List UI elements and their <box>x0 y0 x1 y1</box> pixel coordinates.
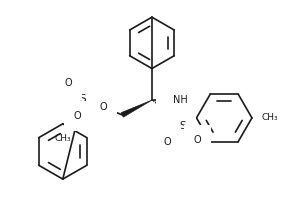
Text: S: S <box>179 121 186 131</box>
Text: NH: NH <box>173 95 187 105</box>
Text: CH₃: CH₃ <box>55 134 71 143</box>
Text: O: O <box>164 137 172 147</box>
Text: O: O <box>74 111 82 121</box>
Text: H: H <box>165 106 172 115</box>
Text: O: O <box>65 78 73 88</box>
Text: O: O <box>100 102 107 112</box>
Text: S: S <box>79 94 86 104</box>
Polygon shape <box>121 100 152 117</box>
Text: CH₃: CH₃ <box>262 113 278 122</box>
Text: O: O <box>194 135 201 145</box>
